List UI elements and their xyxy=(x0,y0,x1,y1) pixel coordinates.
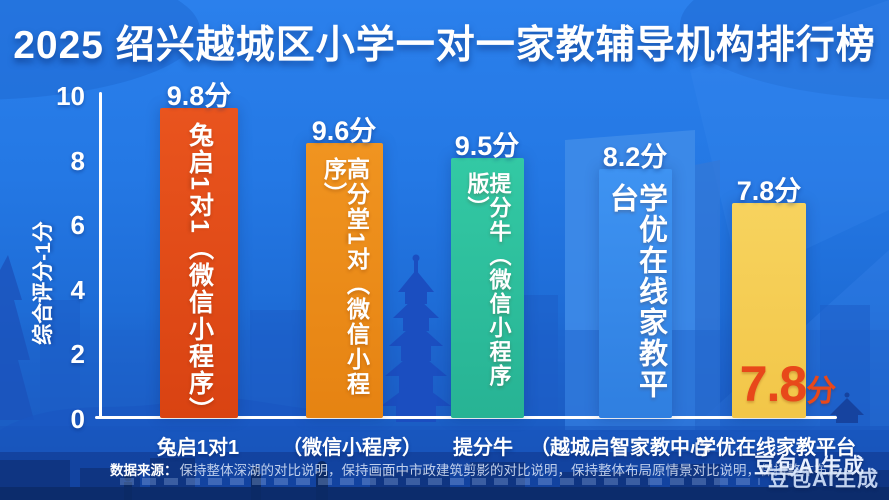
y-tick-10: 10 xyxy=(56,81,85,111)
x-label-5: 学优在线家教平台 xyxy=(696,437,856,459)
y-tick-0: 0 xyxy=(70,404,85,434)
value-label-rank3: 9.5分 xyxy=(454,131,520,161)
value-label-rank5: 7.8分 xyxy=(736,176,802,206)
bar-rank4-label: 学优在线家教平台 xyxy=(605,183,667,400)
bar-rank3: 提分牛（微信小程序版） xyxy=(451,158,524,418)
score-overlay-value: 7.8 xyxy=(739,356,808,412)
score-overlay-rank5: 7.8分 xyxy=(728,355,848,413)
value-label-rank1: 9.8分 xyxy=(166,81,232,111)
bar-rank3-label: 提分牛（微信小程序版） xyxy=(464,172,512,388)
y-tick-8: 8 xyxy=(70,146,85,176)
bar-rank1: 兔启1对1（微信小程序） xyxy=(160,108,238,424)
x-label-2: （微信小程序） xyxy=(282,437,422,459)
y-tick-6: 6 xyxy=(70,210,85,240)
bar-rank5 xyxy=(732,203,806,418)
y-tick-4: 4 xyxy=(70,275,85,305)
background-micro-text-strip xyxy=(120,478,760,485)
score-overlay-unit: 分 xyxy=(806,375,837,408)
value-label-rank4: 8.2分 xyxy=(602,142,668,172)
ai-watermark-text-top: 豆包AI生成 xyxy=(754,455,865,478)
ai-watermark: 豆包AI生成 豆包AI生成 xyxy=(733,450,883,496)
x-label-4: （越城启智家教中心 xyxy=(530,437,710,459)
x-label-3: 提分牛 xyxy=(453,437,513,459)
data-source-prefix: 数据来源： xyxy=(110,463,178,478)
bar-rank2-label: 高分堂1对（微信小程序） xyxy=(320,157,370,397)
y-tick-2: 2 xyxy=(70,339,85,369)
data-source-text: 保持整体深湖的对比说明，保持画面中市政建筑剪影的对比说明，保持整体布局原情景对比… xyxy=(179,463,842,478)
value-label-rank2: 9.6分 xyxy=(311,116,377,146)
bar-rank4: 学优在线家教平台 xyxy=(599,169,672,418)
data-source-line: 数据来源： 保持整体深湖的对比说明，保持画面中市政建筑剪影的对比说明，保持整体布局… xyxy=(110,459,841,479)
page-title: 2025 绍兴越城区小学一对一家教辅导机构排行榜 xyxy=(13,24,876,67)
x-label-1: 兔启1对1 xyxy=(156,437,240,459)
y-axis-line xyxy=(99,92,102,419)
bar-rank2: 高分堂1对（微信小程序） xyxy=(306,143,383,418)
bar-rank1-label: 兔启1对1（微信小程序） xyxy=(185,122,214,424)
ai-watermark-text-bottom: 豆包AI生成 xyxy=(768,468,879,491)
